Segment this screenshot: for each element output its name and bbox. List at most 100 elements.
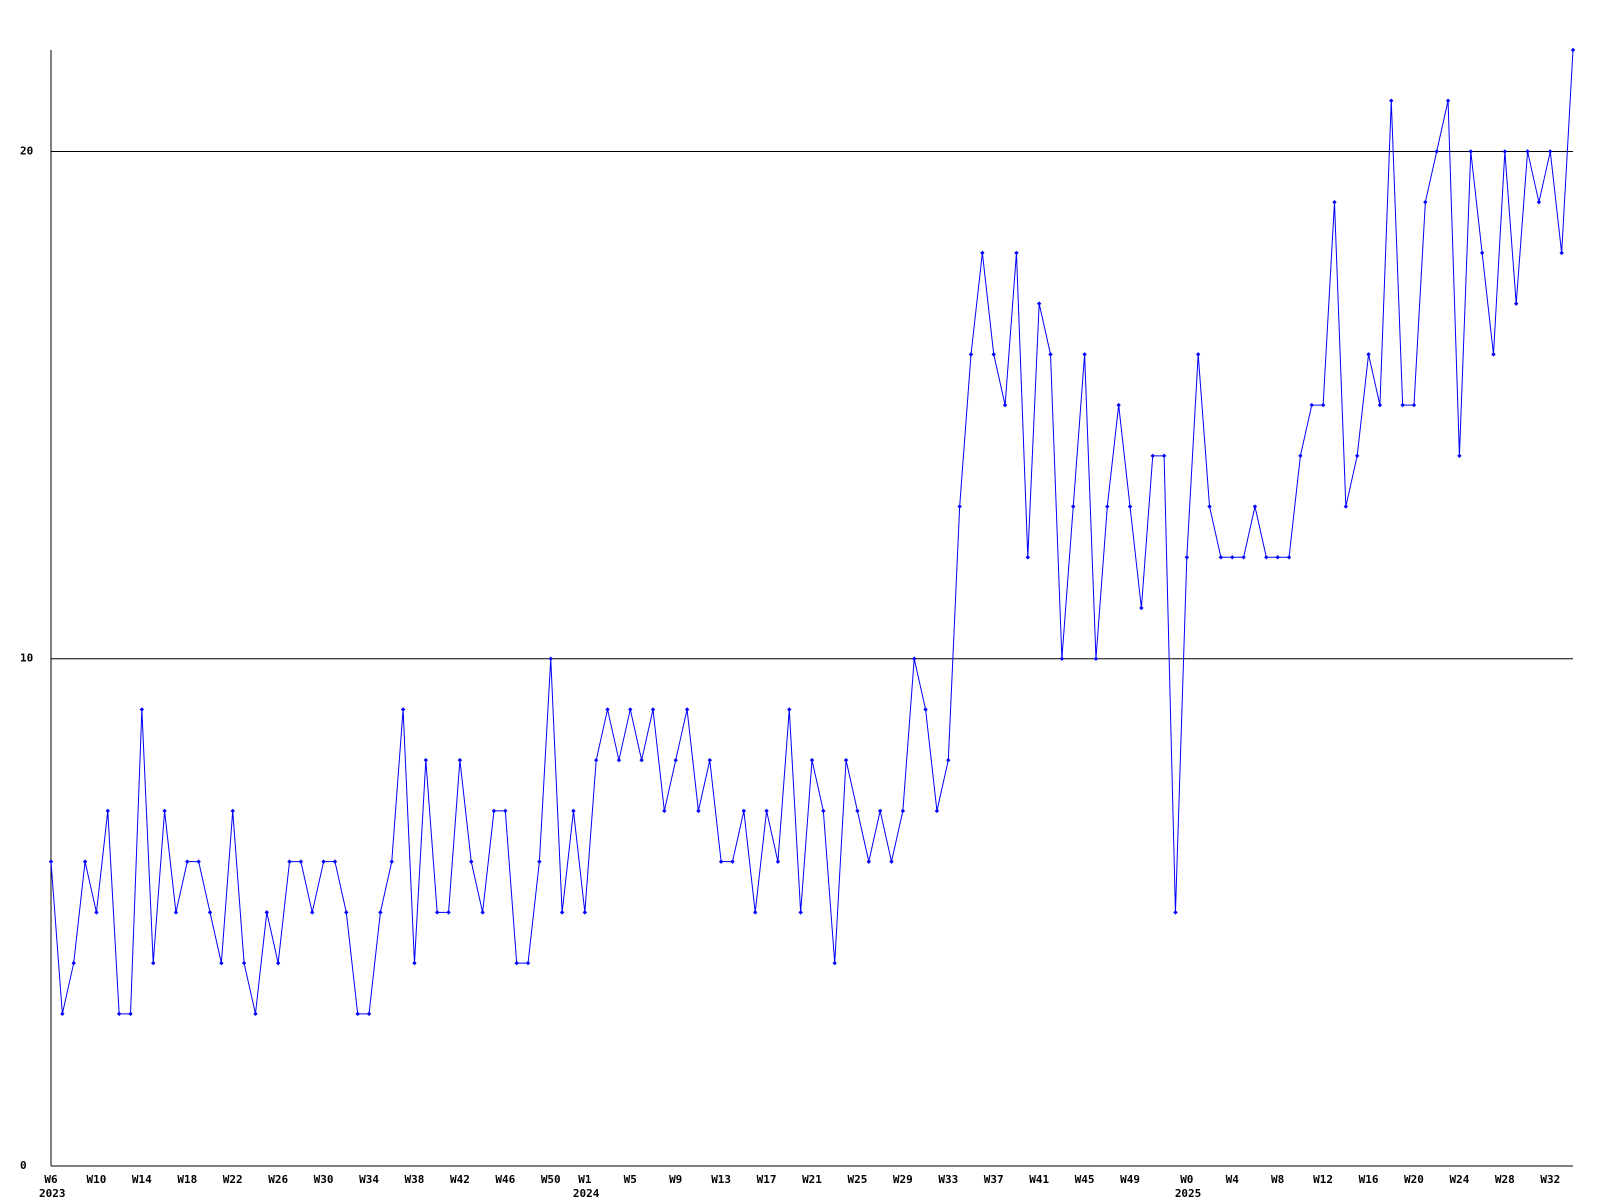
x-tick-label: W28 xyxy=(1495,1173,1515,1186)
data-point xyxy=(480,910,485,915)
data-point xyxy=(900,808,906,814)
x-tick-label: W49 xyxy=(1120,1173,1140,1186)
data-point xyxy=(1411,402,1417,408)
x-tick-label: W13 xyxy=(711,1173,731,1186)
data-point xyxy=(934,808,940,814)
data-point xyxy=(696,808,701,814)
x-tick-label: W18 xyxy=(177,1173,197,1186)
data-point xyxy=(71,960,76,966)
data-point xyxy=(344,910,349,915)
data-point xyxy=(1071,504,1076,509)
data-point xyxy=(593,757,599,763)
data-point xyxy=(1059,656,1065,661)
data-point xyxy=(1366,352,1371,357)
data-point xyxy=(877,808,883,814)
data-point xyxy=(821,808,826,814)
data-point xyxy=(1548,149,1553,154)
x-tick-label: W10 xyxy=(86,1173,106,1186)
x-year-label: 2024 xyxy=(573,1187,600,1200)
x-tick-label: W16 xyxy=(1359,1173,1379,1186)
data-point xyxy=(1536,199,1542,205)
data-point xyxy=(1025,555,1031,560)
data-point xyxy=(162,808,167,814)
data-point xyxy=(1286,555,1292,560)
data-point xyxy=(1514,301,1519,306)
data-point xyxy=(1116,402,1121,408)
data-point xyxy=(1139,605,1144,611)
data-point xyxy=(1161,453,1167,459)
data-point xyxy=(400,707,406,712)
data-point xyxy=(105,808,110,814)
data-point xyxy=(628,707,633,712)
data-point xyxy=(741,808,747,814)
data-point xyxy=(434,910,440,915)
data-point xyxy=(548,656,553,661)
x-tick-label: W20 xyxy=(1404,1173,1424,1186)
data-point xyxy=(775,859,781,864)
x-tick-label: W26 xyxy=(268,1173,288,1186)
data-point xyxy=(241,960,247,966)
data-point xyxy=(298,859,304,864)
data-point xyxy=(332,859,338,864)
x-tick-label: W1 xyxy=(578,1173,592,1186)
x-year-label: 2025 xyxy=(1175,1187,1202,1200)
data-point xyxy=(1389,98,1394,103)
data-point xyxy=(457,757,463,763)
x-tick-label: W21 xyxy=(802,1173,822,1186)
data-point xyxy=(1434,149,1439,154)
data-point xyxy=(412,960,417,966)
data-point xyxy=(582,910,588,915)
data-point xyxy=(1570,47,1576,53)
data-point xyxy=(1264,555,1269,560)
x-tick-label: W42 xyxy=(450,1173,470,1186)
x-tick-label: W32 xyxy=(1540,1173,1560,1186)
data-point xyxy=(1502,149,1508,154)
data-point xyxy=(1082,352,1087,357)
x-tick-label: W6 xyxy=(44,1173,58,1186)
x-tick-label: W5 xyxy=(624,1173,637,1186)
data-point xyxy=(1332,199,1337,205)
data-point xyxy=(196,859,201,864)
data-point xyxy=(707,757,712,763)
data-point xyxy=(1525,149,1530,154)
data-point xyxy=(605,707,610,712)
x-tick-label: W29 xyxy=(893,1173,913,1186)
data-point xyxy=(1298,453,1303,459)
data-point xyxy=(764,808,769,814)
y-tick-label: 0 xyxy=(20,1159,27,1172)
x-tick-label: W14 xyxy=(132,1173,152,1186)
data-point xyxy=(889,859,894,864)
data-point xyxy=(1423,199,1428,205)
x-tick-label: W45 xyxy=(1075,1173,1095,1186)
data-point xyxy=(537,859,542,864)
data-point xyxy=(787,707,792,712)
data-point xyxy=(116,1011,122,1017)
data-point xyxy=(559,910,565,915)
data-point xyxy=(1241,555,1246,560)
data-point xyxy=(991,352,996,357)
x-tick-label: W30 xyxy=(314,1173,334,1186)
x-tick-label: W17 xyxy=(757,1173,777,1186)
data-point xyxy=(1127,504,1133,509)
x-tick-label: W9 xyxy=(669,1173,682,1186)
x-tick-label: W0 xyxy=(1180,1173,1193,1186)
data-point xyxy=(1093,656,1099,661)
data-point xyxy=(139,707,145,712)
x-tick-label: W24 xyxy=(1449,1173,1469,1186)
data-point xyxy=(1048,352,1053,357)
data-point xyxy=(151,960,156,966)
data-point xyxy=(662,808,667,814)
x-tick-label: W33 xyxy=(938,1173,958,1186)
data-point xyxy=(968,352,974,357)
data-point xyxy=(650,707,656,712)
data-line xyxy=(50,49,1574,1015)
data-point xyxy=(980,250,985,256)
data-point xyxy=(366,1011,372,1017)
data-point xyxy=(1252,504,1258,509)
data-point xyxy=(525,960,531,966)
data-point xyxy=(1230,555,1235,560)
data-point xyxy=(571,808,576,814)
data-point xyxy=(957,504,962,509)
